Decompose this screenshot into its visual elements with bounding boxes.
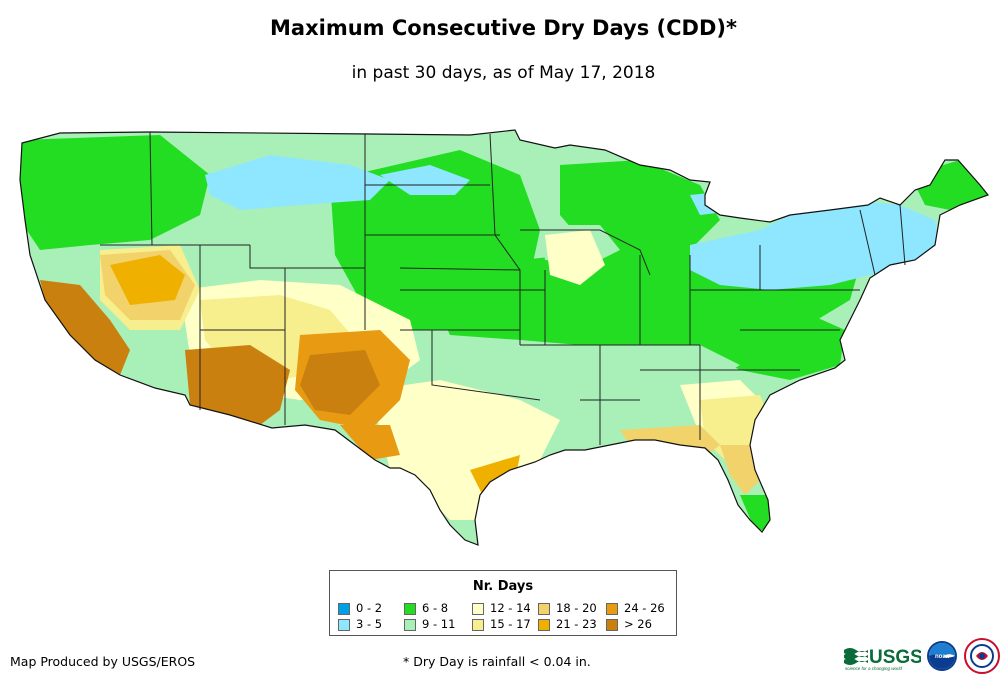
- noaa-logo: noaa: [927, 641, 957, 671]
- zone-6-8-northwest: [20, 135, 210, 250]
- legend-item-gt-26: > 26: [606, 618, 652, 631]
- zone-gt26-arizona: [185, 345, 290, 425]
- zone-12-14-iowa: [545, 230, 605, 285]
- nws-logo: [964, 638, 1000, 674]
- legend-item-18-20: 18 - 20: [538, 602, 597, 615]
- legend-label: 12 - 14: [490, 601, 531, 615]
- legend-swatch: [338, 618, 350, 631]
- map-title: Maximum Consecutive Dry Days (CDD)*: [270, 16, 737, 40]
- legend-item-3-5: 3 - 5: [338, 618, 382, 631]
- state-borders: [100, 131, 906, 445]
- legend-label: 24 - 26: [624, 601, 665, 615]
- us-border: [19, 129, 989, 546]
- legend-swatch: [338, 602, 350, 615]
- legend-label: 15 - 17: [490, 617, 531, 631]
- legend-item-12-14: 12 - 14: [472, 602, 531, 615]
- zone-9-11-plains-south: [420, 335, 620, 420]
- legend-swatch: [472, 618, 484, 631]
- map-credit: Map Produced by USGS/EROS: [10, 654, 196, 669]
- legend-swatch: [472, 602, 484, 615]
- zone-3-5-montana: [205, 155, 390, 210]
- legend-item-21-23: 21 - 23: [538, 618, 597, 631]
- legend-swatch: [606, 618, 618, 631]
- legend-label: 21 - 23: [556, 617, 597, 631]
- legend: Nr. Days 0 - 2 3 - 5 6 - 8 9 - 11 12 - 1…: [329, 570, 677, 636]
- zone-3-5-northeast: [690, 200, 940, 290]
- zone-21-23-nevada-utah: [110, 255, 185, 305]
- legend-label: 3 - 5: [356, 617, 383, 631]
- legend-title: Nr. Days: [472, 579, 534, 594]
- zone-18-20-florida: [720, 445, 760, 495]
- legend-swatch: [538, 602, 550, 615]
- legend-swatch: [404, 618, 416, 631]
- legend-label: > 26: [624, 617, 652, 631]
- legend-label: 6 - 8: [422, 601, 449, 615]
- legend-swatch: [606, 602, 618, 615]
- legend-label: 18 - 20: [556, 601, 597, 615]
- legend-item-9-11: 9 - 11: [404, 618, 455, 631]
- zone-6-8-florida-tip: [740, 495, 772, 530]
- zone-gt26-new-mexico: [300, 350, 380, 415]
- zone-gt26-california: [40, 280, 130, 375]
- noaa-text: noaa: [935, 654, 950, 660]
- map-subtitle: in past 30 days, as of May 17, 2018: [351, 63, 656, 83]
- legend-label: 9 - 11: [422, 617, 456, 631]
- usgs-text: USGS: [869, 647, 921, 668]
- zone-6-8-virginia-carolinas: [700, 310, 845, 380]
- zone-3-5-north-dakota: [380, 165, 470, 195]
- legend-label: 0 - 2: [356, 601, 383, 615]
- usgs-tagline: science for a changing world: [845, 666, 903, 671]
- legend-item-6-8: 6 - 8: [404, 602, 448, 615]
- usgs-logo: USGS science for a changing world: [844, 647, 921, 671]
- legend-item-0-2: 0 - 2: [338, 602, 382, 615]
- zone-21-23-texas-coast: [470, 455, 520, 500]
- dry-day-footnote: * Dry Day is rainfall < 0.04 in.: [403, 654, 591, 669]
- legend-swatch: [404, 602, 416, 615]
- legend-swatch: [538, 618, 550, 631]
- zone-24-26-west-texas: [340, 425, 400, 460]
- legend-item-15-17: 15 - 17: [472, 618, 531, 631]
- legend-item-24-26: 24 - 26: [606, 602, 665, 615]
